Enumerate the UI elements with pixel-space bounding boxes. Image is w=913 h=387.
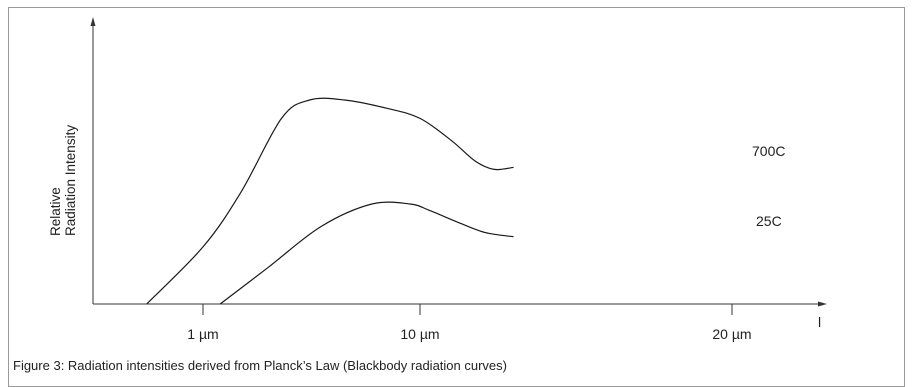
chart: 1 µm 10 µm 20 µm 700C 25C l Relative Radiat… <box>48 17 827 342</box>
curves <box>146 97 514 305</box>
x-axis <box>93 301 827 307</box>
y-axis-label: Relative Radiation Intensity <box>48 125 78 236</box>
y-axis-label-line1: Relative <box>48 187 63 236</box>
y-axis <box>90 17 96 304</box>
x-tick-label: 10 µm <box>400 326 439 342</box>
x-tick-label: 20 µm <box>712 326 751 342</box>
curve-25c <box>219 201 514 305</box>
x-tick-label: 1 µm <box>187 326 218 342</box>
x-axis-arrow-icon <box>818 301 827 307</box>
x-axis-symbol: l <box>818 314 821 330</box>
curve-labels: 700C 25C <box>752 143 785 229</box>
curve-700c <box>146 97 514 305</box>
y-axis-label-line2: Radiation Intensity <box>63 125 78 236</box>
curve-label-25c: 25C <box>756 213 782 229</box>
figure-caption: Figure 3: Radiation intensities derived … <box>13 358 507 373</box>
curve-label-700c: 700C <box>752 143 785 159</box>
x-ticks: 1 µm 10 µm 20 µm <box>187 304 752 342</box>
y-axis-arrow-icon <box>90 17 96 26</box>
